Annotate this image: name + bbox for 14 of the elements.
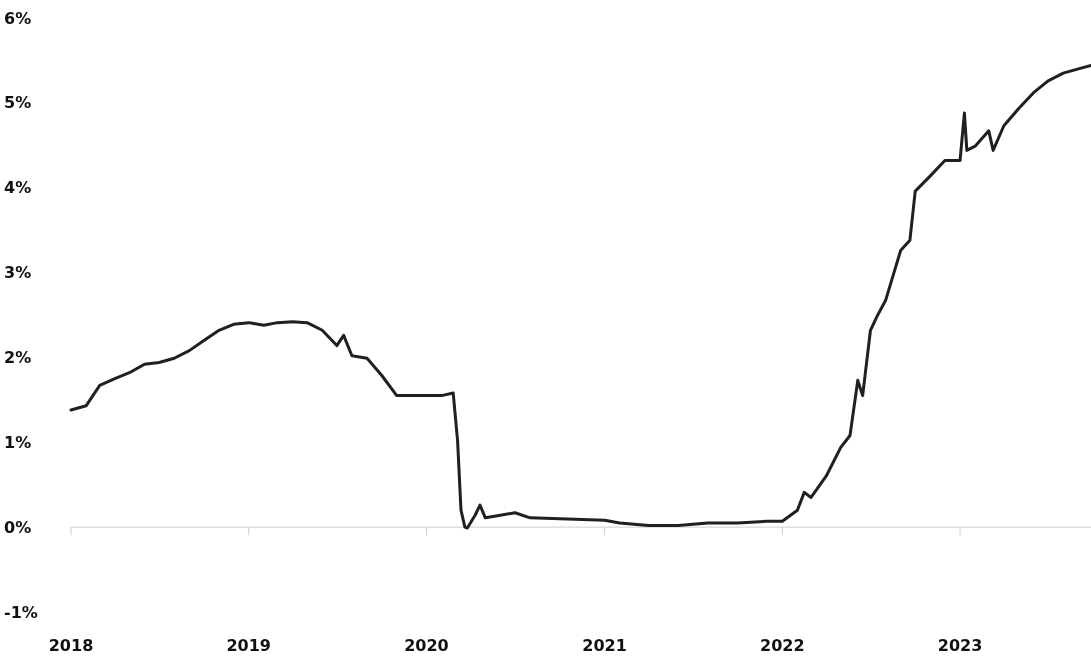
x-tick-label: 2021 — [582, 636, 627, 655]
x-tick-label: 2023 — [937, 636, 983, 655]
x-tick-label: 2018 — [48, 636, 94, 655]
y-tick-label: 5% — [4, 93, 32, 113]
y-tick-label: 2% — [4, 348, 32, 368]
x-tick-label: 2019 — [226, 636, 271, 655]
x-tick-label: 2020 — [404, 636, 449, 655]
y-tick-label: 0% — [4, 517, 32, 537]
y-tick-label: -1% — [4, 602, 38, 622]
y-tick-label: 1% — [4, 432, 32, 452]
y-tick-label: 6% — [4, 8, 32, 28]
x-tick-label: 2022 — [760, 636, 805, 655]
y-tick-label: 3% — [4, 263, 32, 283]
y-tick-label: 4% — [4, 178, 32, 198]
